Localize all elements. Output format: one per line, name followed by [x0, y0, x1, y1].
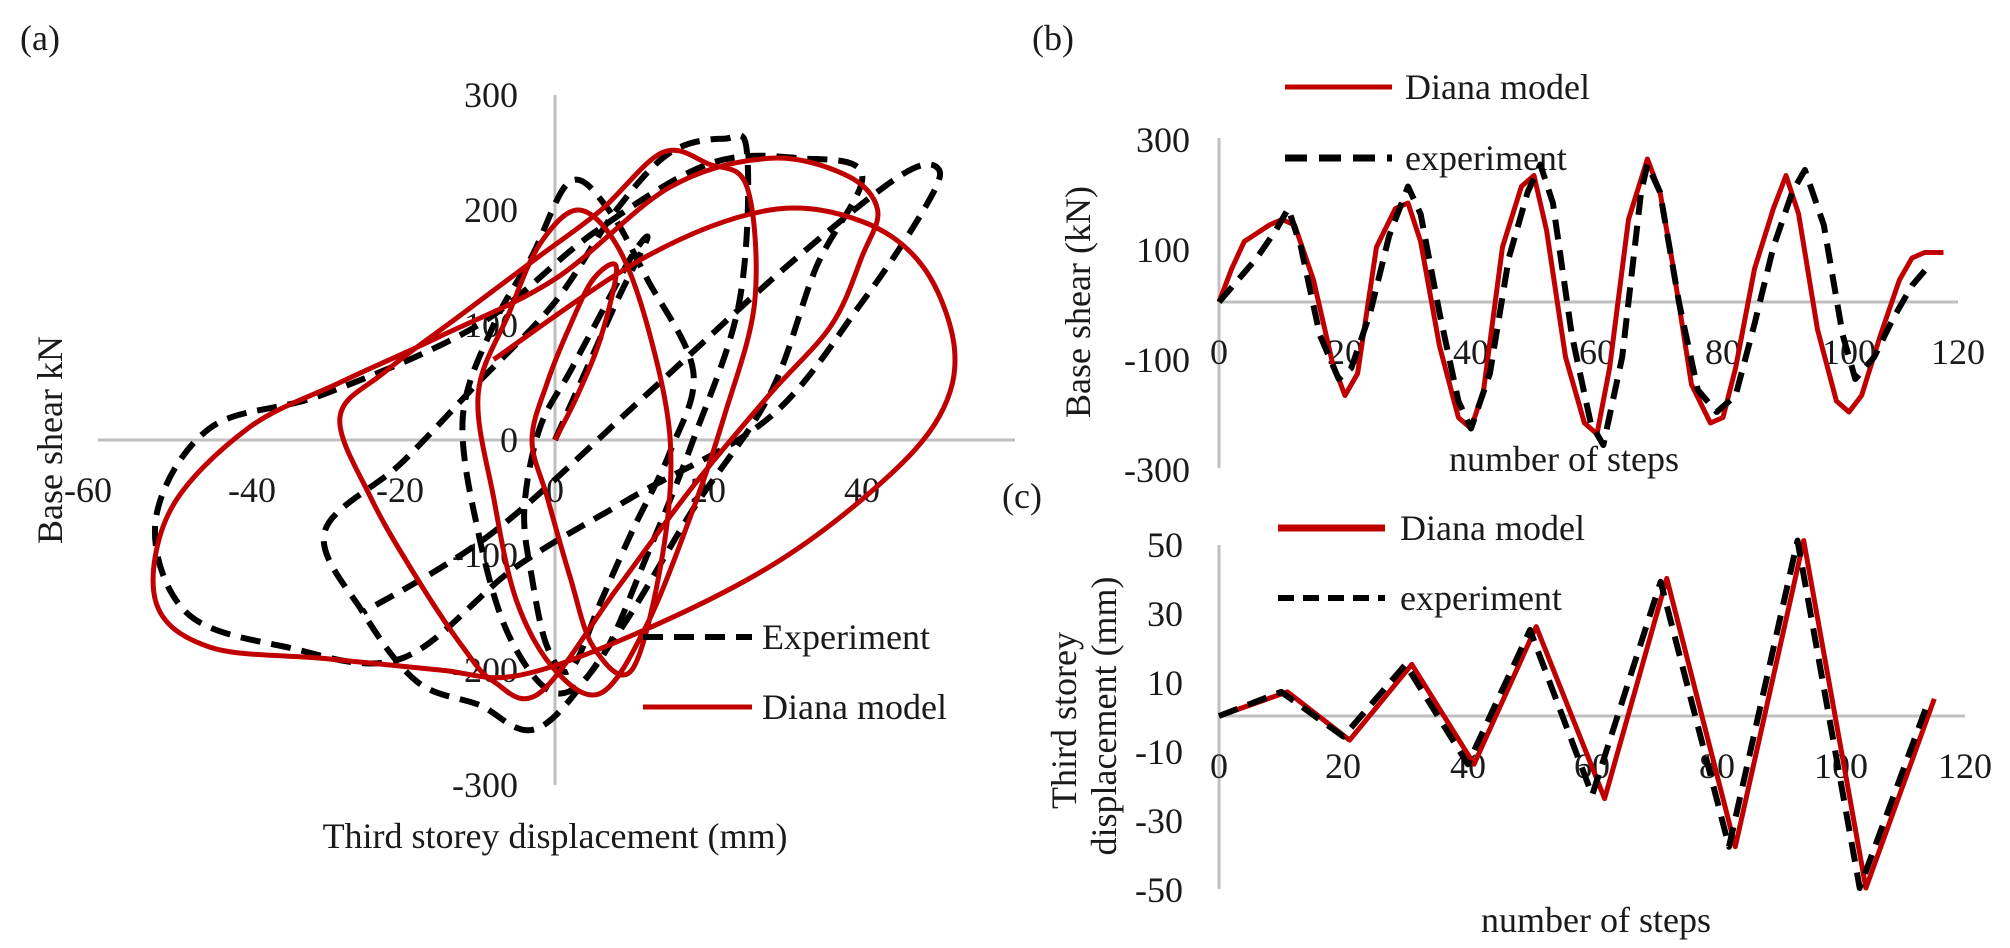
- panel-b-y-axis-title: Base shear (kN): [1058, 186, 1098, 418]
- panel-c-y-tick: -50: [1135, 870, 1183, 910]
- panel-b-series-diana-model-line: [1216, 156, 1944, 437]
- panel-c-y-axis-title: Third storey displacement (mm): [1044, 577, 1124, 856]
- panel-a-x-tick: -40: [228, 470, 276, 510]
- panel-b-y-tick: -100: [1124, 340, 1190, 380]
- panel-b-y-tick-labels: 300 100 -100 -300: [1124, 120, 1190, 490]
- panel-a-hysteresis-chart: (a) 300 200 100 0 -100 -200 -300 -60 -40…: [20, 18, 1015, 856]
- panel-b-base-shear-chart: (b) Diana model experiment 300 100 -100 …: [1032, 18, 1985, 490]
- panel-c-x-tick: 0: [1210, 746, 1228, 786]
- panel-a-y-tick: -200: [452, 650, 518, 690]
- panel-b-y-tick: 300: [1136, 120, 1190, 160]
- panel-a-legend: Experiment Diana model: [643, 617, 947, 727]
- legend-experiment-label: experiment: [1400, 578, 1562, 618]
- panel-a-series-experiment-line: [151, 132, 943, 734]
- panel-c-y-axis-title-line1: Third storey: [1044, 632, 1084, 809]
- panel-c-y-tick: 10: [1147, 663, 1183, 703]
- panel-b-x-axis-title: number of steps: [1449, 439, 1679, 479]
- panel-b-y-tick: 100: [1136, 230, 1190, 270]
- panel-c-series-diana-model-line: [1218, 538, 1937, 891]
- panel-c-x-tick-labels: 0 20 40 60 80 100 120: [1210, 746, 1992, 786]
- panel-a-y-tick: 200: [464, 190, 518, 230]
- panel-b-x-tick: 120: [1931, 332, 1985, 372]
- panel-b-series-group: [1216, 156, 1944, 448]
- panel-c-series-group: [1217, 537, 1937, 891]
- panel-b-x-tick: 0: [1210, 332, 1228, 372]
- panel-a-y-tick: 300: [464, 75, 518, 115]
- panel-c-legend: Diana model experiment: [1278, 508, 1585, 618]
- legend-diana-label: Diana model: [762, 687, 947, 727]
- legend-diana-label: Diana model: [1405, 67, 1590, 107]
- panel-a-x-axis-title: Third storey displacement (mm): [323, 816, 788, 856]
- panel-c-y-tick: 50: [1147, 525, 1183, 565]
- panel-c-displacement-chart: (c) Diana model experiment 50 30 10 -10 …: [1002, 476, 1992, 940]
- panel-a-y-axis-title: Base shear kN: [30, 336, 70, 544]
- panel-b-legend: Diana model experiment: [1285, 67, 1590, 178]
- panel-a-y-tick: -300: [452, 765, 518, 805]
- legend-diana-label: Diana model: [1400, 508, 1585, 548]
- panel-a-label: (a): [20, 18, 60, 58]
- panel-c-y-tick: -10: [1135, 732, 1183, 772]
- panel-a-y-tick: 0: [500, 420, 518, 460]
- panel-b-label: (b): [1032, 18, 1074, 58]
- panel-c-y-tick-labels: 50 30 10 -10 -30 -50: [1135, 525, 1183, 910]
- panel-b-x-tick: 40: [1453, 332, 1489, 372]
- panel-b-series-experiment-line: [1216, 161, 1934, 448]
- panel-c-y-axis-title-line2: displacement (mm): [1084, 577, 1124, 856]
- panel-b-y-tick: -300: [1124, 450, 1190, 490]
- panel-c-label: (c): [1002, 476, 1042, 516]
- panel-c-y-tick: 30: [1147, 594, 1183, 634]
- panel-c-series-experiment-line: [1217, 537, 1931, 891]
- panel-a-x-tick: -60: [64, 470, 112, 510]
- panel-c-x-tick: 20: [1325, 746, 1361, 786]
- panel-c-x-tick: 120: [1938, 746, 1992, 786]
- panel-c-x-axis-title: number of steps: [1481, 900, 1711, 940]
- panel-c-y-tick: -30: [1135, 801, 1183, 841]
- legend-experiment-label: Experiment: [762, 617, 930, 657]
- panel-a-series-group: [150, 132, 958, 734]
- panel-a-series-diana-model-line: [150, 147, 958, 702]
